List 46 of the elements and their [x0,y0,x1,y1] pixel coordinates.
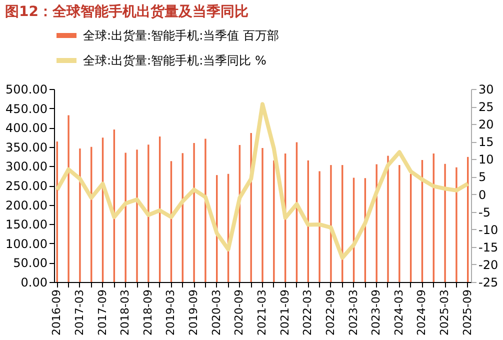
y2-tick-label: 20 [478,118,494,132]
y2-tick-label: 0 [478,188,486,202]
y-tick-label: 350.00 [6,140,48,154]
x-tick-label: 2020-09 [232,290,246,336]
y-tick-label: 500.00 [6,82,48,96]
y-tick-label: 400.00 [6,121,48,136]
y-tick-label: 100.00 [6,236,48,251]
y2-tick-label: -15 [478,240,498,254]
x-tick-label: 2022-09 [324,290,337,336]
y2-tick-label: 15 [478,135,494,150]
y-tick-label: 300.00 [6,160,48,174]
y2-tick-label: 25 [478,100,494,114]
y-tick-label: 450.00 [6,102,48,116]
y2-tick-label: -5 [478,205,490,220]
x-tick-label: 2023-03 [346,290,360,336]
y-tick-label: 150.00 [6,218,48,232]
x-tick-label: 2020-03 [210,290,223,336]
y-tick-label: 50.00 [13,256,48,270]
x-tick-label: 2019-03 [164,290,178,336]
x-tick-label: 2017-03 [72,290,86,336]
x-tick-label: 2018-03 [118,290,132,336]
y2-tick-label: 10 [478,152,494,167]
x-tick-label: 2024-03 [392,290,406,336]
chart-title: 图12：全球智能手机出货量及当季同比 [5,3,248,20]
x-tick-label: 2021-09 [278,290,292,336]
x-tick-label: 2017-09 [96,290,109,336]
x-tick-label: 2021-03 [256,290,268,336]
x-tick-label: 2025-09 [460,290,474,336]
y2-tick-label: 5 [478,170,486,184]
x-tick-label: 2025-03 [438,290,452,336]
y2-tick-label: -25 [478,276,498,290]
line-series [55,102,470,260]
y-tick-label: 250.00 [6,179,48,193]
y2-tick-label: -20 [478,258,498,272]
x-tick-label: 2018-09 [141,290,154,336]
y2-tick-label: -10 [478,222,498,237]
legend-label: 全球:出货量:智能手机:当季同比 % [83,54,266,68]
x-tick-label: 2023-09 [370,290,383,336]
x-tick-label: 2024-09 [415,290,428,336]
legend-label: 全球:出货量:智能手机:当季值 百万部 [83,28,279,42]
x-tick-label: 2019-09 [187,290,200,336]
y-tick-label: 200.00 [6,198,48,212]
y-tick-label: 0.00 [20,276,48,290]
y2-tick-label: 30 [478,82,494,96]
x-tick-label: 2016-09 [50,290,64,336]
x-tick-label: 2022-03 [301,290,314,336]
